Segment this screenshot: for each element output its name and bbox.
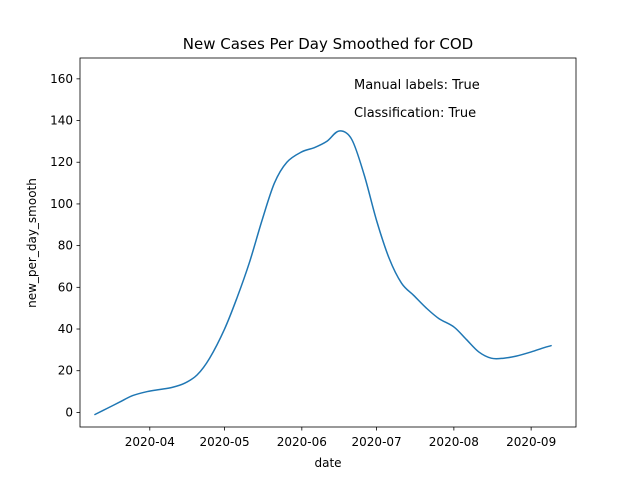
x-tick-label: 2020-09 <box>506 435 556 449</box>
x-tick-label: 2020-04 <box>125 435 175 449</box>
series-line <box>94 130 552 416</box>
chart-title: New Cases Per Day Smoothed for COD <box>183 35 473 53</box>
annotation-classification: Classification: True <box>354 106 476 121</box>
x-axis-ticks: 2020-04 2020-05 2020-06 2020-07 2020-08 2020-… <box>125 427 556 449</box>
y-tick-label: 80 <box>58 239 73 253</box>
y-tick-label: 160 <box>50 72 73 86</box>
y-tick-label: 40 <box>58 322 73 336</box>
y-tick-label: 100 <box>50 197 73 211</box>
y-axis-label: new_per_day_smooth <box>25 178 39 308</box>
y-tick-label: 140 <box>50 114 73 128</box>
y-tick-label: 120 <box>50 155 73 169</box>
annotation-manual-labels: Manual labels: True <box>354 78 480 93</box>
y-tick-label: 60 <box>58 280 73 294</box>
plot-frame <box>79 57 577 428</box>
x-tick-label: 2020-05 <box>199 435 249 449</box>
y-tick-label: 0 <box>65 405 73 419</box>
y-axis-ticks: 0 20 40 60 80 100 120 140 160 <box>50 72 80 419</box>
plot-area <box>80 58 576 427</box>
y-tick-label: 20 <box>58 364 73 378</box>
x-tick-label: 2020-06 <box>277 435 327 449</box>
x-axis-label: date <box>314 456 341 470</box>
x-tick-label: 2020-07 <box>352 435 402 449</box>
x-tick-label: 2020-08 <box>429 435 479 449</box>
